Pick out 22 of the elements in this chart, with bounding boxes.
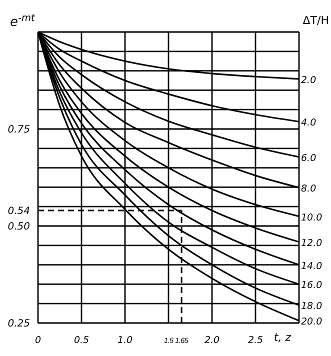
series-label: 16.0 — [301, 280, 322, 292]
y-tick-label: 0.54 — [8, 206, 30, 218]
series-label: 14.0 — [301, 260, 322, 272]
series-label: 6.0 — [301, 152, 316, 164]
x-axis-title: t, z — [274, 331, 292, 344]
y-tick-label: 0.25 — [8, 318, 30, 330]
y-tick-label: 0.75 — [8, 124, 30, 136]
x-tick-label: 0.5 — [74, 335, 90, 346]
series-label: 18.0 — [301, 301, 322, 312]
y-tick-label: 0.50 — [8, 222, 30, 233]
y-axis-title: e$^{-mt}$ — [10, 12, 36, 30]
legend-title: ΔT/H — [302, 14, 329, 27]
x-tick-label: 2.5 — [248, 335, 264, 346]
series-label: 10.0 — [301, 212, 322, 224]
series-label: 4.0 — [301, 118, 316, 129]
x-tick-label: 0 — [34, 335, 42, 346]
series-label: 20.0 — [301, 316, 322, 328]
x-tick-label: 1.0 — [117, 335, 133, 346]
x-tick-label: 2.0 — [204, 335, 220, 346]
series-label: 12.0 — [301, 238, 322, 249]
series-label: 8.0 — [301, 184, 316, 195]
series-label: 2.0 — [301, 74, 316, 86]
